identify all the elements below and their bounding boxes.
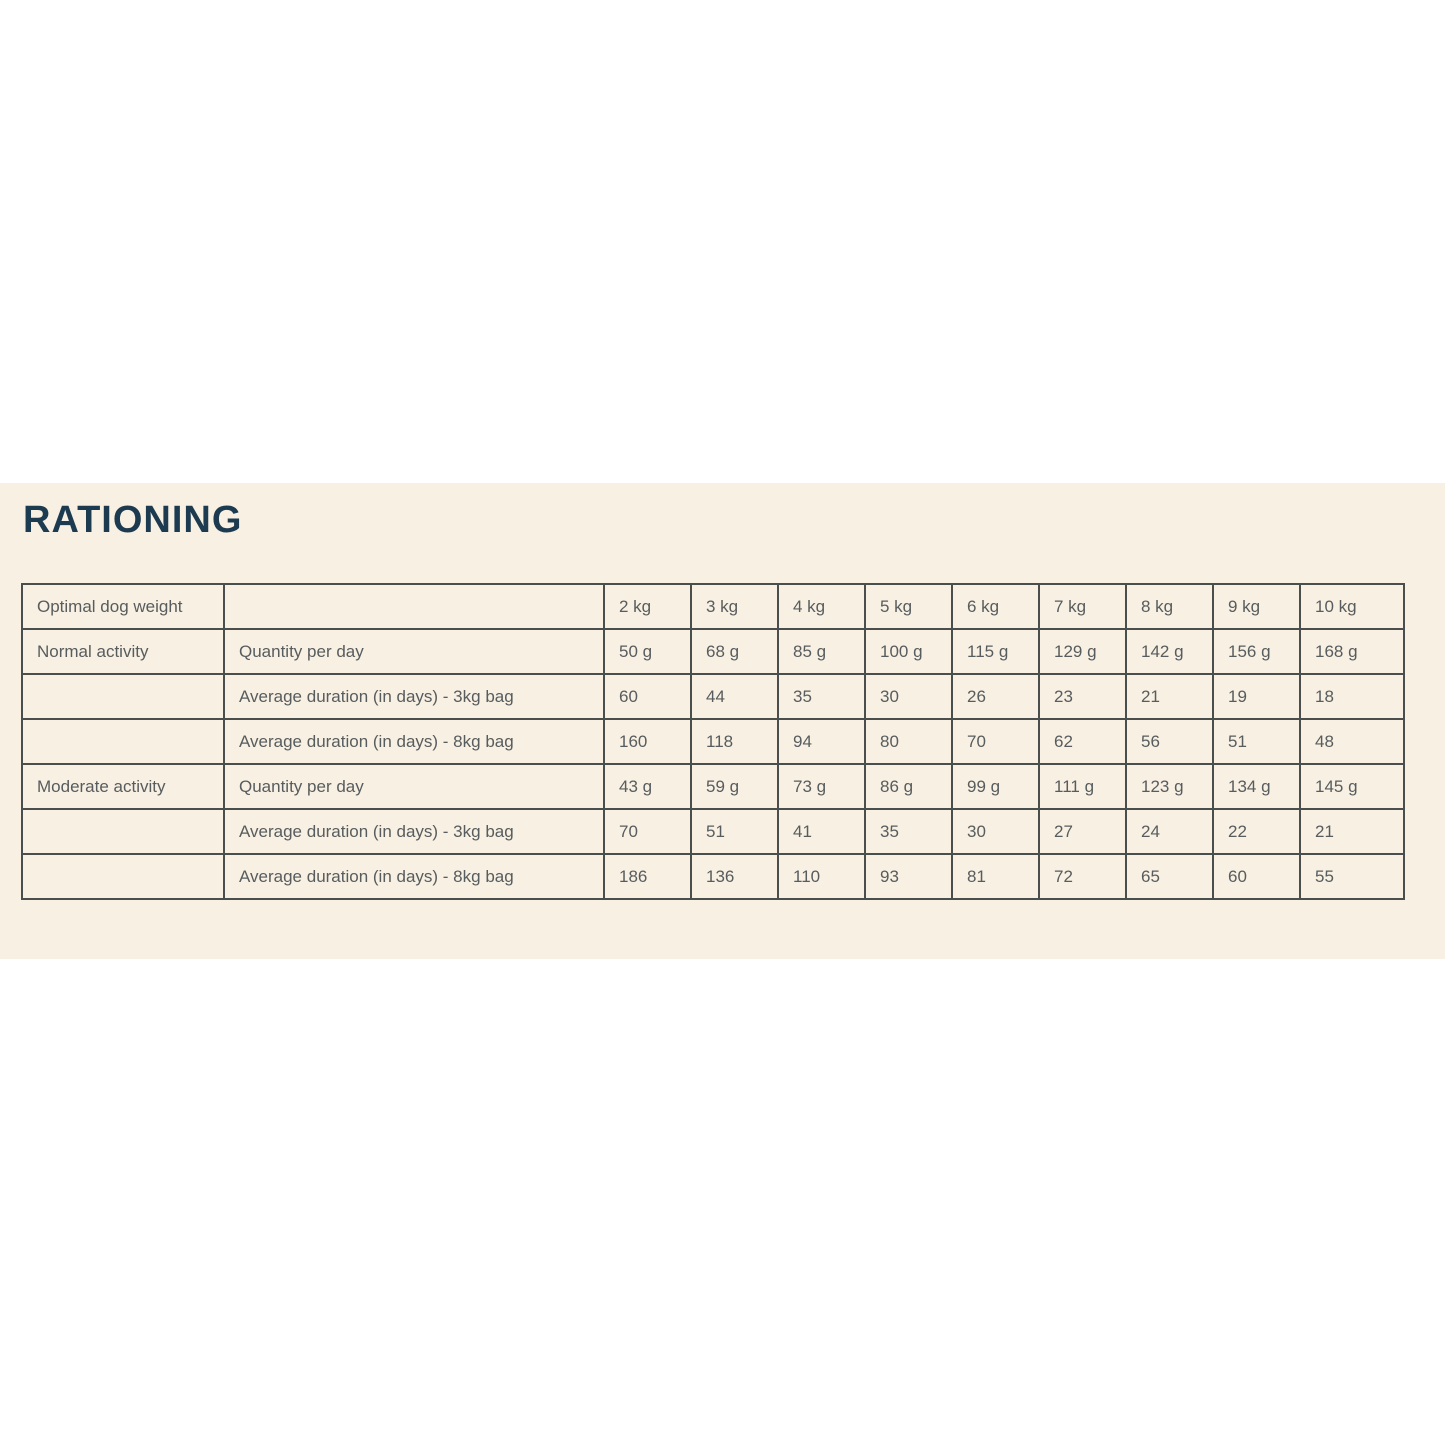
value-cell: 44: [690, 673, 779, 720]
value-cell: 35: [777, 673, 866, 720]
value-cell: 56: [1125, 718, 1214, 765]
value-cell: 168 g: [1299, 628, 1405, 675]
value-cell: 55: [1299, 853, 1405, 900]
value-cell: 145 g: [1299, 763, 1405, 810]
rationing-table: Optimal dog weight 2 kg 3 kg 4 kg 5 kg 6…: [21, 583, 1405, 900]
value-cell: 115 g: [951, 628, 1040, 675]
value-cell: 60: [1212, 853, 1301, 900]
value-cell: 156 g: [1212, 628, 1301, 675]
activity-cell: [21, 718, 225, 765]
table-row: Average duration (in days) - 3kg bag 60 …: [21, 673, 1405, 720]
value-cell: 51: [1212, 718, 1301, 765]
value-cell: 81: [951, 853, 1040, 900]
value-cell: 73 g: [777, 763, 866, 810]
value-cell: 27: [1038, 808, 1127, 855]
value-cell: 18: [1299, 673, 1405, 720]
table-row: Average duration (in days) - 8kg bag 186…: [21, 853, 1405, 900]
metric-cell: Average duration (in days) - 8kg bag: [223, 853, 605, 900]
value-cell: 123 g: [1125, 763, 1214, 810]
value-cell: 43 g: [603, 763, 692, 810]
value-cell: 70: [951, 718, 1040, 765]
value-cell: 26: [951, 673, 1040, 720]
value-cell: 68 g: [690, 628, 779, 675]
activity-cell: Normal activity: [21, 628, 225, 675]
value-cell: 186: [603, 853, 692, 900]
value-cell: 62: [1038, 718, 1127, 765]
value-cell: 94: [777, 718, 866, 765]
empty-header-cell: [223, 583, 605, 630]
corner-label-cell: Optimal dog weight: [21, 583, 225, 630]
value-cell: 118: [690, 718, 779, 765]
value-cell: 93: [864, 853, 953, 900]
activity-cell: [21, 853, 225, 900]
metric-cell: Quantity per day: [223, 763, 605, 810]
value-cell: 22: [1212, 808, 1301, 855]
value-cell: 72: [1038, 853, 1127, 900]
value-cell: 59 g: [690, 763, 779, 810]
weight-header-cell: 10 kg: [1299, 583, 1405, 630]
metric-cell: Average duration (in days) - 3kg bag: [223, 808, 605, 855]
table-row: Moderate activity Quantity per day 43 g …: [21, 763, 1405, 810]
value-cell: 142 g: [1125, 628, 1214, 675]
table-row: Average duration (in days) - 8kg bag 160…: [21, 718, 1405, 765]
metric-cell: Quantity per day: [223, 628, 605, 675]
table-header-row: Optimal dog weight 2 kg 3 kg 4 kg 5 kg 6…: [21, 583, 1405, 630]
weight-header-cell: 7 kg: [1038, 583, 1127, 630]
value-cell: 85 g: [777, 628, 866, 675]
value-cell: 86 g: [864, 763, 953, 810]
value-cell: 19: [1212, 673, 1301, 720]
value-cell: 35: [864, 808, 953, 855]
weight-header-cell: 8 kg: [1125, 583, 1214, 630]
value-cell: 21: [1299, 808, 1405, 855]
value-cell: 50 g: [603, 628, 692, 675]
value-cell: 60: [603, 673, 692, 720]
value-cell: 41: [777, 808, 866, 855]
value-cell: 48: [1299, 718, 1405, 765]
weight-header-cell: 6 kg: [951, 583, 1040, 630]
weight-header-cell: 9 kg: [1212, 583, 1301, 630]
value-cell: 70: [603, 808, 692, 855]
activity-cell: Moderate activity: [21, 763, 225, 810]
value-cell: 99 g: [951, 763, 1040, 810]
value-cell: 134 g: [1212, 763, 1301, 810]
value-cell: 24: [1125, 808, 1214, 855]
value-cell: 21: [1125, 673, 1214, 720]
value-cell: 30: [951, 808, 1040, 855]
value-cell: 51: [690, 808, 779, 855]
value-cell: 30: [864, 673, 953, 720]
metric-cell: Average duration (in days) - 8kg bag: [223, 718, 605, 765]
metric-cell: Average duration (in days) - 3kg bag: [223, 673, 605, 720]
value-cell: 129 g: [1038, 628, 1127, 675]
value-cell: 23: [1038, 673, 1127, 720]
table-row: Normal activity Quantity per day 50 g 68…: [21, 628, 1405, 675]
activity-cell: [21, 808, 225, 855]
value-cell: 136: [690, 853, 779, 900]
value-cell: 65: [1125, 853, 1214, 900]
value-cell: 110: [777, 853, 866, 900]
weight-header-cell: 4 kg: [777, 583, 866, 630]
weight-header-cell: 2 kg: [603, 583, 692, 630]
section-title: RATIONING: [23, 499, 243, 541]
value-cell: 100 g: [864, 628, 953, 675]
value-cell: 111 g: [1038, 763, 1127, 810]
value-cell: 80: [864, 718, 953, 765]
weight-header-cell: 5 kg: [864, 583, 953, 630]
table-row: Average duration (in days) - 3kg bag 70 …: [21, 808, 1405, 855]
weight-header-cell: 3 kg: [690, 583, 779, 630]
activity-cell: [21, 673, 225, 720]
value-cell: 160: [603, 718, 692, 765]
